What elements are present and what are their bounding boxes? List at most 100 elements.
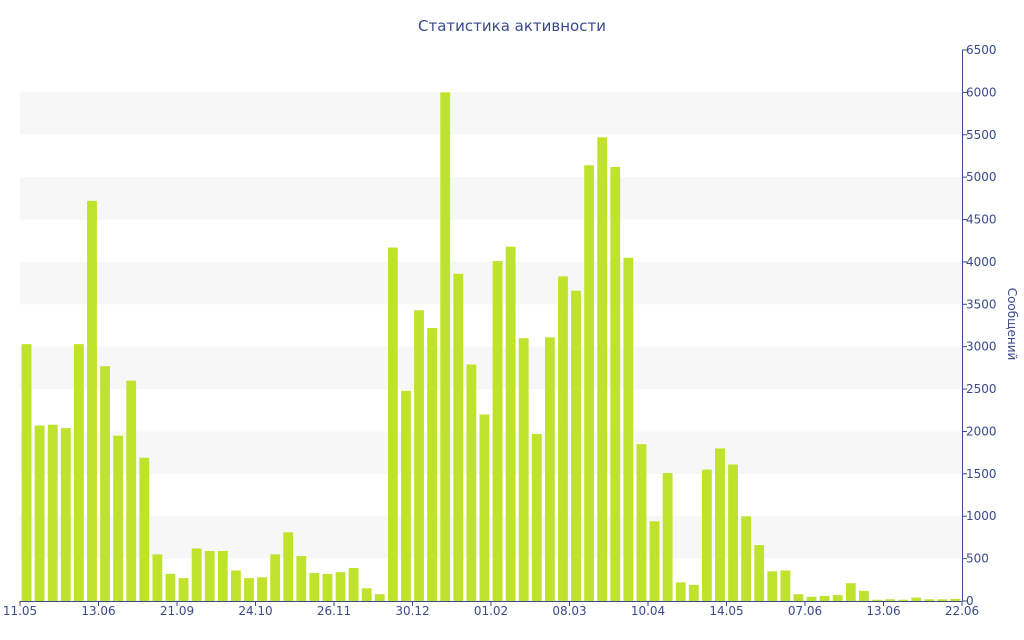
- bar: [675, 582, 686, 601]
- bar: [139, 457, 150, 601]
- bar: [440, 92, 451, 601]
- bar: [505, 246, 516, 601]
- bar: [937, 599, 948, 601]
- y-tick-label: 5500: [966, 128, 997, 142]
- y-tick-label: 1500: [966, 467, 997, 481]
- x-tick-label: 10.04: [631, 604, 665, 618]
- bar: [113, 435, 124, 601]
- grid-band: [20, 177, 962, 220]
- grid-bands: [20, 92, 962, 559]
- bar: [87, 200, 97, 602]
- x-tick-label: 21.09: [160, 604, 194, 618]
- bar: [584, 165, 595, 602]
- y-tick-label: 4000: [966, 255, 997, 269]
- bar: [414, 310, 424, 601]
- y-tick-label: 6000: [966, 85, 997, 99]
- x-tick-label: 07.06: [788, 604, 822, 618]
- x-tick-label: 13.06: [81, 604, 115, 618]
- bar: [636, 444, 647, 601]
- y-tick-label: 3500: [966, 297, 997, 311]
- bar: [401, 390, 411, 601]
- y-tick-label: 6500: [966, 43, 997, 57]
- bar: [754, 545, 765, 601]
- x-tick-label: 26.11: [317, 604, 351, 618]
- bar: [296, 556, 307, 601]
- bar: [178, 578, 189, 601]
- bar: [858, 590, 869, 601]
- bar: [152, 554, 163, 601]
- y-tick-label: 2500: [966, 382, 997, 396]
- bar: [257, 577, 267, 601]
- bar: [558, 276, 568, 601]
- bar: [662, 472, 673, 601]
- bar: [950, 598, 961, 601]
- bar: [623, 257, 634, 601]
- bar: [270, 554, 281, 601]
- bar: [283, 532, 294, 601]
- bar: [649, 521, 660, 601]
- x-tick-label: 14.05: [709, 604, 743, 618]
- x-tick-label: 22.06: [945, 604, 979, 618]
- bar: [793, 594, 804, 601]
- bar: [322, 573, 333, 601]
- bar: [688, 584, 699, 601]
- y-tick-label: 3000: [966, 340, 997, 354]
- bar: [518, 338, 529, 601]
- bar: [427, 328, 438, 601]
- bar: [479, 414, 490, 601]
- bar: [60, 428, 71, 601]
- bar: [230, 570, 241, 601]
- bar: [715, 448, 725, 601]
- bar: [348, 567, 359, 601]
- bar: [780, 570, 791, 601]
- grid-band: [20, 516, 962, 559]
- bar: [571, 290, 581, 601]
- y-tick-label: 2000: [966, 424, 997, 438]
- bar: [911, 597, 922, 601]
- bar: [845, 583, 856, 601]
- bar: [701, 469, 712, 601]
- y-tick-label: 5000: [966, 170, 997, 184]
- bar: [767, 571, 778, 601]
- bar: [335, 572, 346, 601]
- bar: [309, 573, 320, 601]
- x-tick-label: 24.10: [238, 604, 272, 618]
- bar: [610, 166, 621, 601]
- bar: [191, 548, 202, 601]
- bar: [453, 273, 464, 601]
- bar: [898, 599, 909, 601]
- bar: [387, 247, 398, 601]
- bar: [204, 550, 215, 601]
- x-tick-label: 08.03: [552, 604, 586, 618]
- bar: [165, 573, 176, 601]
- bar: [100, 366, 110, 601]
- x-tick-label: 11.05: [3, 604, 37, 618]
- y-tick-label: 500: [966, 552, 989, 566]
- bar: [21, 344, 32, 601]
- x-tick-label: 13.06: [866, 604, 900, 618]
- y-axis-label: Сообщений: [1005, 288, 1019, 361]
- bar: [244, 578, 254, 601]
- grid-band: [20, 261, 962, 305]
- bar: [73, 344, 84, 601]
- grid-band: [20, 92, 962, 135]
- y-tick-label: 1000: [966, 509, 997, 523]
- bar: [885, 599, 895, 601]
- bar: [819, 595, 830, 601]
- bar: [806, 596, 817, 601]
- bar: [361, 588, 372, 601]
- grid-band: [20, 431, 962, 474]
- bar: [741, 516, 752, 601]
- bar: [34, 425, 45, 601]
- bar: [466, 364, 477, 601]
- bar: [47, 424, 58, 601]
- y-tick-label: 4500: [966, 213, 997, 227]
- chart-title: Статистика активности: [418, 17, 606, 35]
- bar: [531, 434, 542, 601]
- bar: [832, 595, 843, 601]
- bar: [924, 599, 935, 601]
- bar: [492, 261, 503, 601]
- bar: [597, 137, 608, 601]
